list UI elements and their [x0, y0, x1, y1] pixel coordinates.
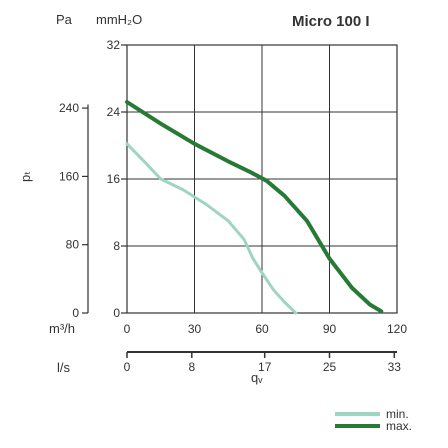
qv-axis-label: qᵥ	[251, 370, 263, 385]
pa-tick-label: 240	[59, 101, 79, 115]
pa-tick-label: 0	[72, 306, 79, 320]
series-lines	[125, 100, 384, 315]
x-tick-label: 120	[387, 322, 407, 336]
x-axis-ls: 0 8 17 25 33	[124, 351, 402, 374]
y-tick-label: 32	[107, 38, 121, 52]
ls-tick-label: 8	[188, 360, 195, 374]
legend-label-min: min.	[386, 407, 409, 421]
x-tick-label: 90	[323, 322, 337, 336]
x-tick-label: 30	[188, 322, 202, 336]
y-tick-label: 8	[113, 239, 120, 253]
pa-tick-label: 80	[66, 238, 80, 252]
y-tick-label: 0	[113, 306, 120, 320]
y-tick-label: 24	[107, 105, 121, 119]
x-tick-label: 0	[124, 322, 131, 336]
y-axis-pa: 0 80 160 240	[59, 101, 89, 320]
pa-unit-label: Pa	[56, 12, 73, 27]
y-tick-label: 16	[107, 172, 121, 186]
mmh2o-unit-label: mmH₂O	[96, 12, 142, 27]
legend: min.max.	[335, 407, 412, 433]
ls-tick-label: 33	[388, 360, 402, 374]
legend-label-max: max.	[386, 419, 412, 433]
ls-tick-label: 17	[258, 360, 272, 374]
ls-tick-label: 25	[323, 360, 337, 374]
pt-axis-label: pₜ	[18, 171, 33, 182]
ls-tick-label: 0	[124, 360, 131, 374]
x-axis-m3h: 0 30 60 90 120	[124, 322, 408, 336]
series-line-min	[125, 142, 298, 315]
series-line-max	[125, 100, 384, 314]
y-axis-mmh2o: 0 8 16 24 32	[107, 38, 127, 320]
chart-title: Micro 100 I	[292, 13, 370, 30]
pa-tick-label: 160	[59, 169, 79, 183]
m3h-unit-label: m³/h	[49, 321, 75, 336]
x-tick-label: 60	[255, 322, 269, 336]
ls-unit-label: l/s	[57, 360, 71, 375]
